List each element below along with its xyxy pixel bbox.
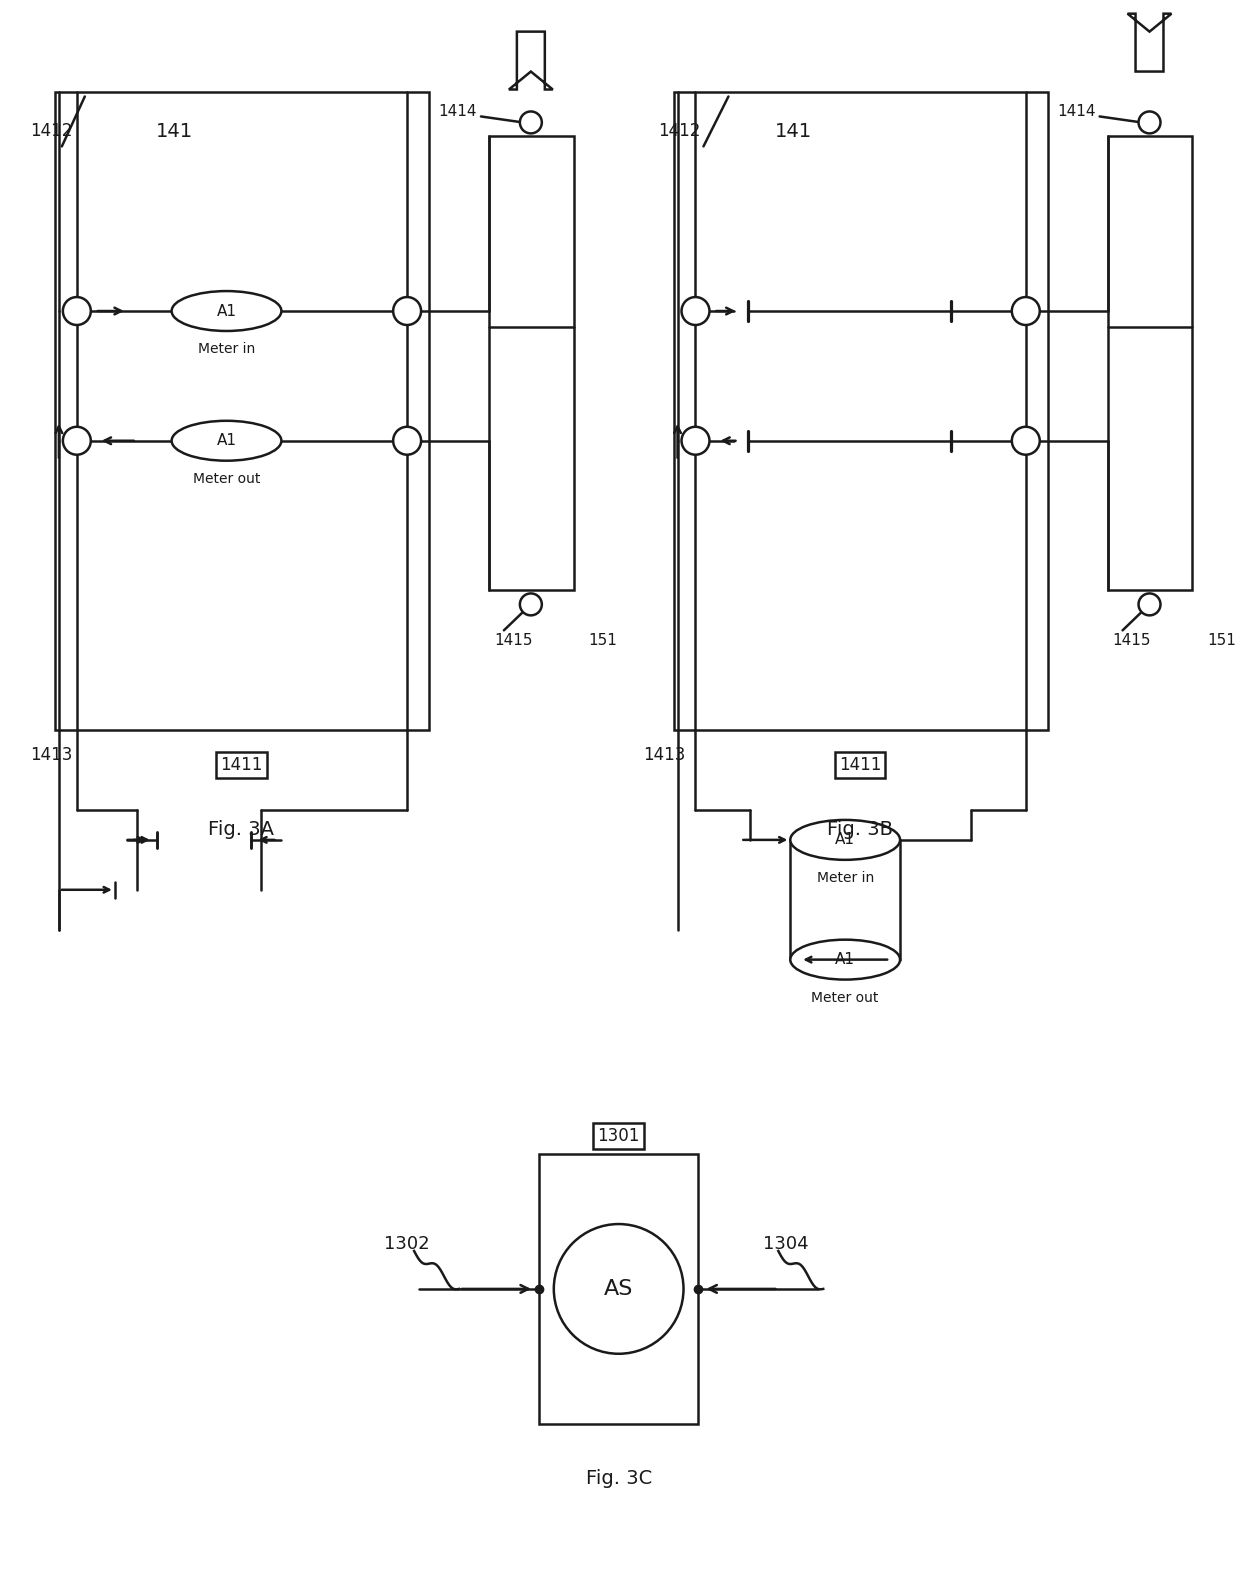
Text: 1414: 1414 [1058,104,1096,119]
Circle shape [682,426,709,454]
Text: A1: A1 [217,303,237,319]
Text: Meter in: Meter in [198,343,255,355]
Text: 1415: 1415 [494,634,532,648]
Circle shape [520,112,542,134]
Text: 1411: 1411 [221,756,263,773]
Bar [55,91,429,729]
Text: Fig. 3A: Fig. 3A [208,821,274,839]
Text: AS: AS [604,1280,634,1298]
Polygon shape [508,31,553,90]
Text: A1: A1 [836,833,856,847]
Text: 1414: 1414 [439,104,477,119]
Circle shape [1138,593,1161,615]
Circle shape [63,426,91,454]
Text: 141: 141 [775,123,812,141]
Bar [539,1154,698,1424]
Circle shape [1012,426,1040,454]
Ellipse shape [171,421,281,461]
Circle shape [682,297,709,325]
Text: Fig. 3B: Fig. 3B [827,821,893,839]
Circle shape [1138,112,1161,134]
Text: 141: 141 [156,123,193,141]
Text: 1413: 1413 [30,747,72,764]
Circle shape [393,426,422,454]
Text: Meter in: Meter in [817,871,874,885]
Text: 1411: 1411 [839,756,882,773]
Text: 1413: 1413 [644,747,686,764]
Text: 151: 151 [1208,634,1236,648]
Circle shape [520,593,542,615]
Text: 1415: 1415 [1112,634,1151,648]
Circle shape [554,1225,683,1353]
Text: 1412: 1412 [30,123,72,140]
Bar [673,91,1048,729]
Polygon shape [1127,14,1172,72]
Text: 1412: 1412 [658,123,701,140]
Text: Meter out: Meter out [811,990,879,1005]
Ellipse shape [790,940,900,979]
Text: A1: A1 [836,953,856,967]
Text: 151: 151 [589,634,618,648]
Text: A1: A1 [217,434,237,448]
Circle shape [1012,297,1040,325]
Bar [1107,137,1193,591]
Text: Fig. 3C: Fig. 3C [585,1468,652,1489]
Text: Meter out: Meter out [193,472,260,486]
Ellipse shape [790,821,900,860]
Bar [489,137,574,591]
Text: 1304: 1304 [763,1236,808,1253]
Text: 1301: 1301 [598,1127,640,1146]
Circle shape [63,297,91,325]
Circle shape [393,297,422,325]
Ellipse shape [171,291,281,332]
Text: 1302: 1302 [384,1236,430,1253]
